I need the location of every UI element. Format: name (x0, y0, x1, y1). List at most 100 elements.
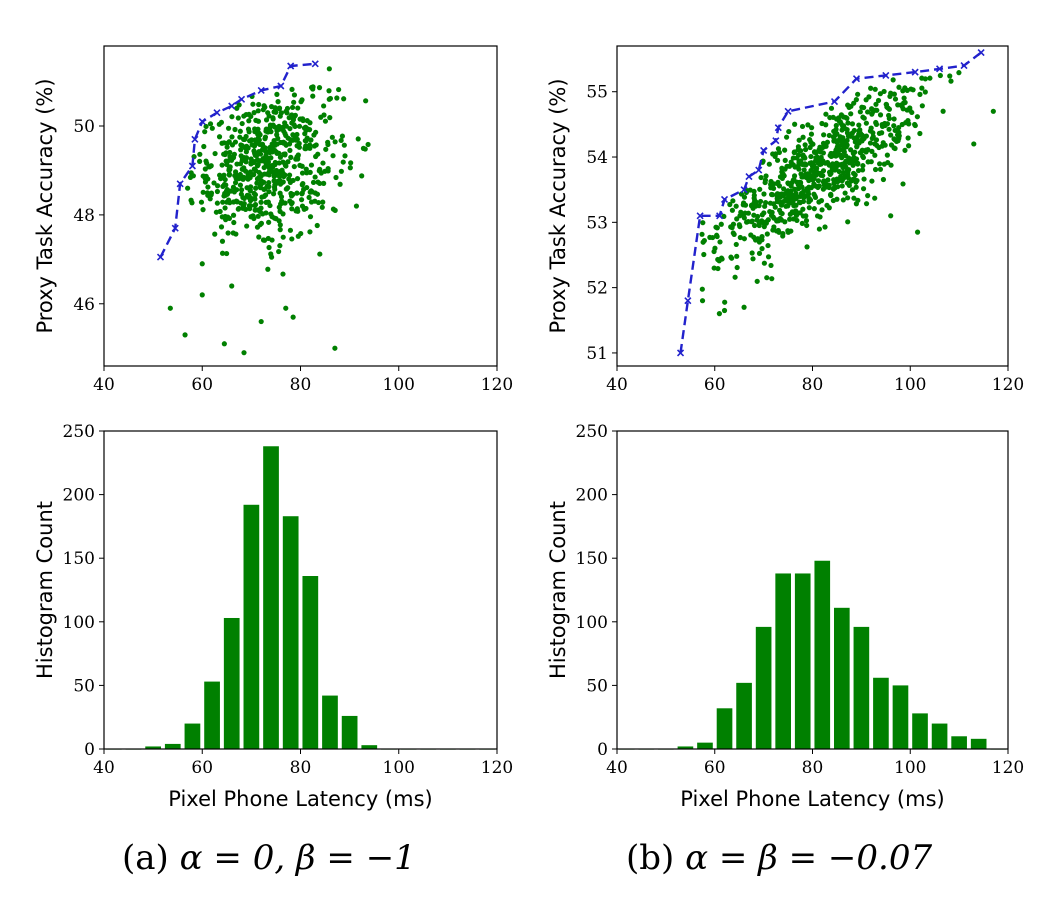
hist-b-axes-frame (616, 430, 1009, 750)
scatter-b-point (757, 198, 764, 205)
scatter-b-point (919, 75, 925, 81)
scatter-b-point (768, 178, 774, 185)
scatter-a-point (283, 132, 289, 139)
scatter-b-point (956, 70, 962, 76)
scatter-b-xtick-label: 80 (802, 375, 824, 395)
scatter-a-point (272, 105, 278, 111)
scatter-b-point (798, 148, 804, 154)
scatter-b-point (839, 183, 845, 189)
scatter-a-point (232, 126, 238, 133)
scatter-b-point (865, 159, 871, 165)
scatter-b-point (783, 196, 789, 202)
scatter-a-point (266, 184, 272, 190)
scatter-b-point (900, 181, 906, 187)
scatter-a-frontier-marker (277, 82, 285, 90)
hist-b-bar (892, 685, 909, 749)
scatter-b-point (805, 122, 811, 128)
scatter-b-ytick-label: 51 (586, 344, 608, 364)
scatter-a-point (262, 134, 269, 140)
scatter-b-point (757, 186, 763, 192)
hist-b-bar (931, 723, 948, 749)
hist-a-bar (361, 745, 378, 749)
scatter-a-point (226, 139, 232, 145)
scatter-a-frontier-line (159, 62, 316, 258)
scatter-b-point (714, 225, 720, 231)
scatter-b-point (823, 143, 829, 149)
scatter-a-point (266, 169, 272, 175)
scatter-b-point (807, 144, 813, 151)
scatter-b-point (758, 174, 764, 181)
scatter-b-point (877, 112, 884, 118)
scatter-a-point (280, 159, 286, 165)
scatter-a-point (246, 111, 252, 118)
scatter-a-point (197, 158, 203, 164)
scatter-a-point (202, 129, 208, 135)
scatter-b-point (745, 210, 752, 216)
hist-b-bar (834, 607, 850, 749)
scatter-b-point (870, 130, 876, 136)
scatter-b-point (741, 194, 748, 200)
scatter-b-frontier-marker (720, 195, 729, 204)
scatter-a-point (284, 105, 291, 112)
scatter-a-point (283, 305, 289, 311)
scatter-b-point (850, 176, 856, 182)
scatter-a-point (334, 95, 340, 101)
scatter-a-point (261, 103, 267, 109)
scatter-a-point (295, 208, 301, 214)
scatter-a-point (295, 233, 301, 239)
scatter-a-point (287, 198, 293, 204)
scatter-a-point (252, 195, 258, 201)
scatter-a-point (242, 136, 248, 143)
scatter-a-point (323, 146, 329, 152)
scatter-b-point (730, 230, 736, 236)
scatter-b-point (795, 144, 802, 150)
scatter-b-point (748, 202, 755, 208)
scatter-b-point (907, 105, 913, 111)
scatter-a-point (333, 174, 339, 181)
scatter-b-point (737, 213, 743, 219)
scatter-b-point (806, 171, 813, 177)
scatter-a-point (254, 224, 261, 230)
scatter-b-point (820, 168, 827, 174)
scatter-b-point (831, 184, 838, 190)
scatter-b-point (786, 128, 792, 135)
scatter-b-point (901, 100, 907, 106)
scatter-b-point (849, 187, 856, 193)
scatter-b-point (896, 84, 902, 90)
scatter-a-point (212, 150, 218, 157)
scatter-b-point (824, 184, 830, 190)
scatter-b-point (865, 109, 871, 115)
scatter-b-point (830, 114, 836, 120)
scatter-b-ytick-label: 55 (586, 83, 608, 103)
scatter-b-point (826, 169, 833, 175)
scatter-b-point (838, 112, 845, 118)
scatter-b-ylabel: Proxy Task Accuracy (%) (546, 78, 570, 333)
scatter-b-point (751, 222, 758, 229)
scatter-b-point (872, 152, 878, 158)
scatter-b-point (830, 197, 836, 204)
scatter-a-point (224, 144, 230, 150)
scatter-a-point (230, 184, 237, 190)
scatter-a-point (267, 202, 273, 209)
scatter-b-point (813, 155, 819, 161)
scatter-a-frontier-marker (228, 102, 236, 110)
scatter-a-point (288, 137, 294, 143)
scatter-a-ytick-label: 48 (73, 206, 95, 226)
hist-a-xlabel: Pixel Phone Latency (ms) (168, 787, 432, 811)
scatter-b-point (756, 250, 763, 257)
hist-b-bar (814, 560, 831, 749)
scatter-a-point (341, 96, 347, 102)
scatter-b-point (845, 219, 851, 225)
scatter-a-point (310, 93, 316, 99)
scatter-b-point (768, 185, 774, 191)
scatter-b-point (899, 121, 905, 128)
scatter-a-point (306, 194, 312, 201)
scatter-b-point (734, 264, 740, 271)
scatter-b-point (884, 152, 890, 158)
scatter-a-point (216, 121, 222, 127)
scatter-a-point (267, 144, 273, 151)
scatter-b-point (832, 167, 838, 173)
scatter-b-point (917, 91, 923, 97)
scatter-b-point (783, 134, 790, 140)
scatter-a-point (314, 222, 320, 229)
